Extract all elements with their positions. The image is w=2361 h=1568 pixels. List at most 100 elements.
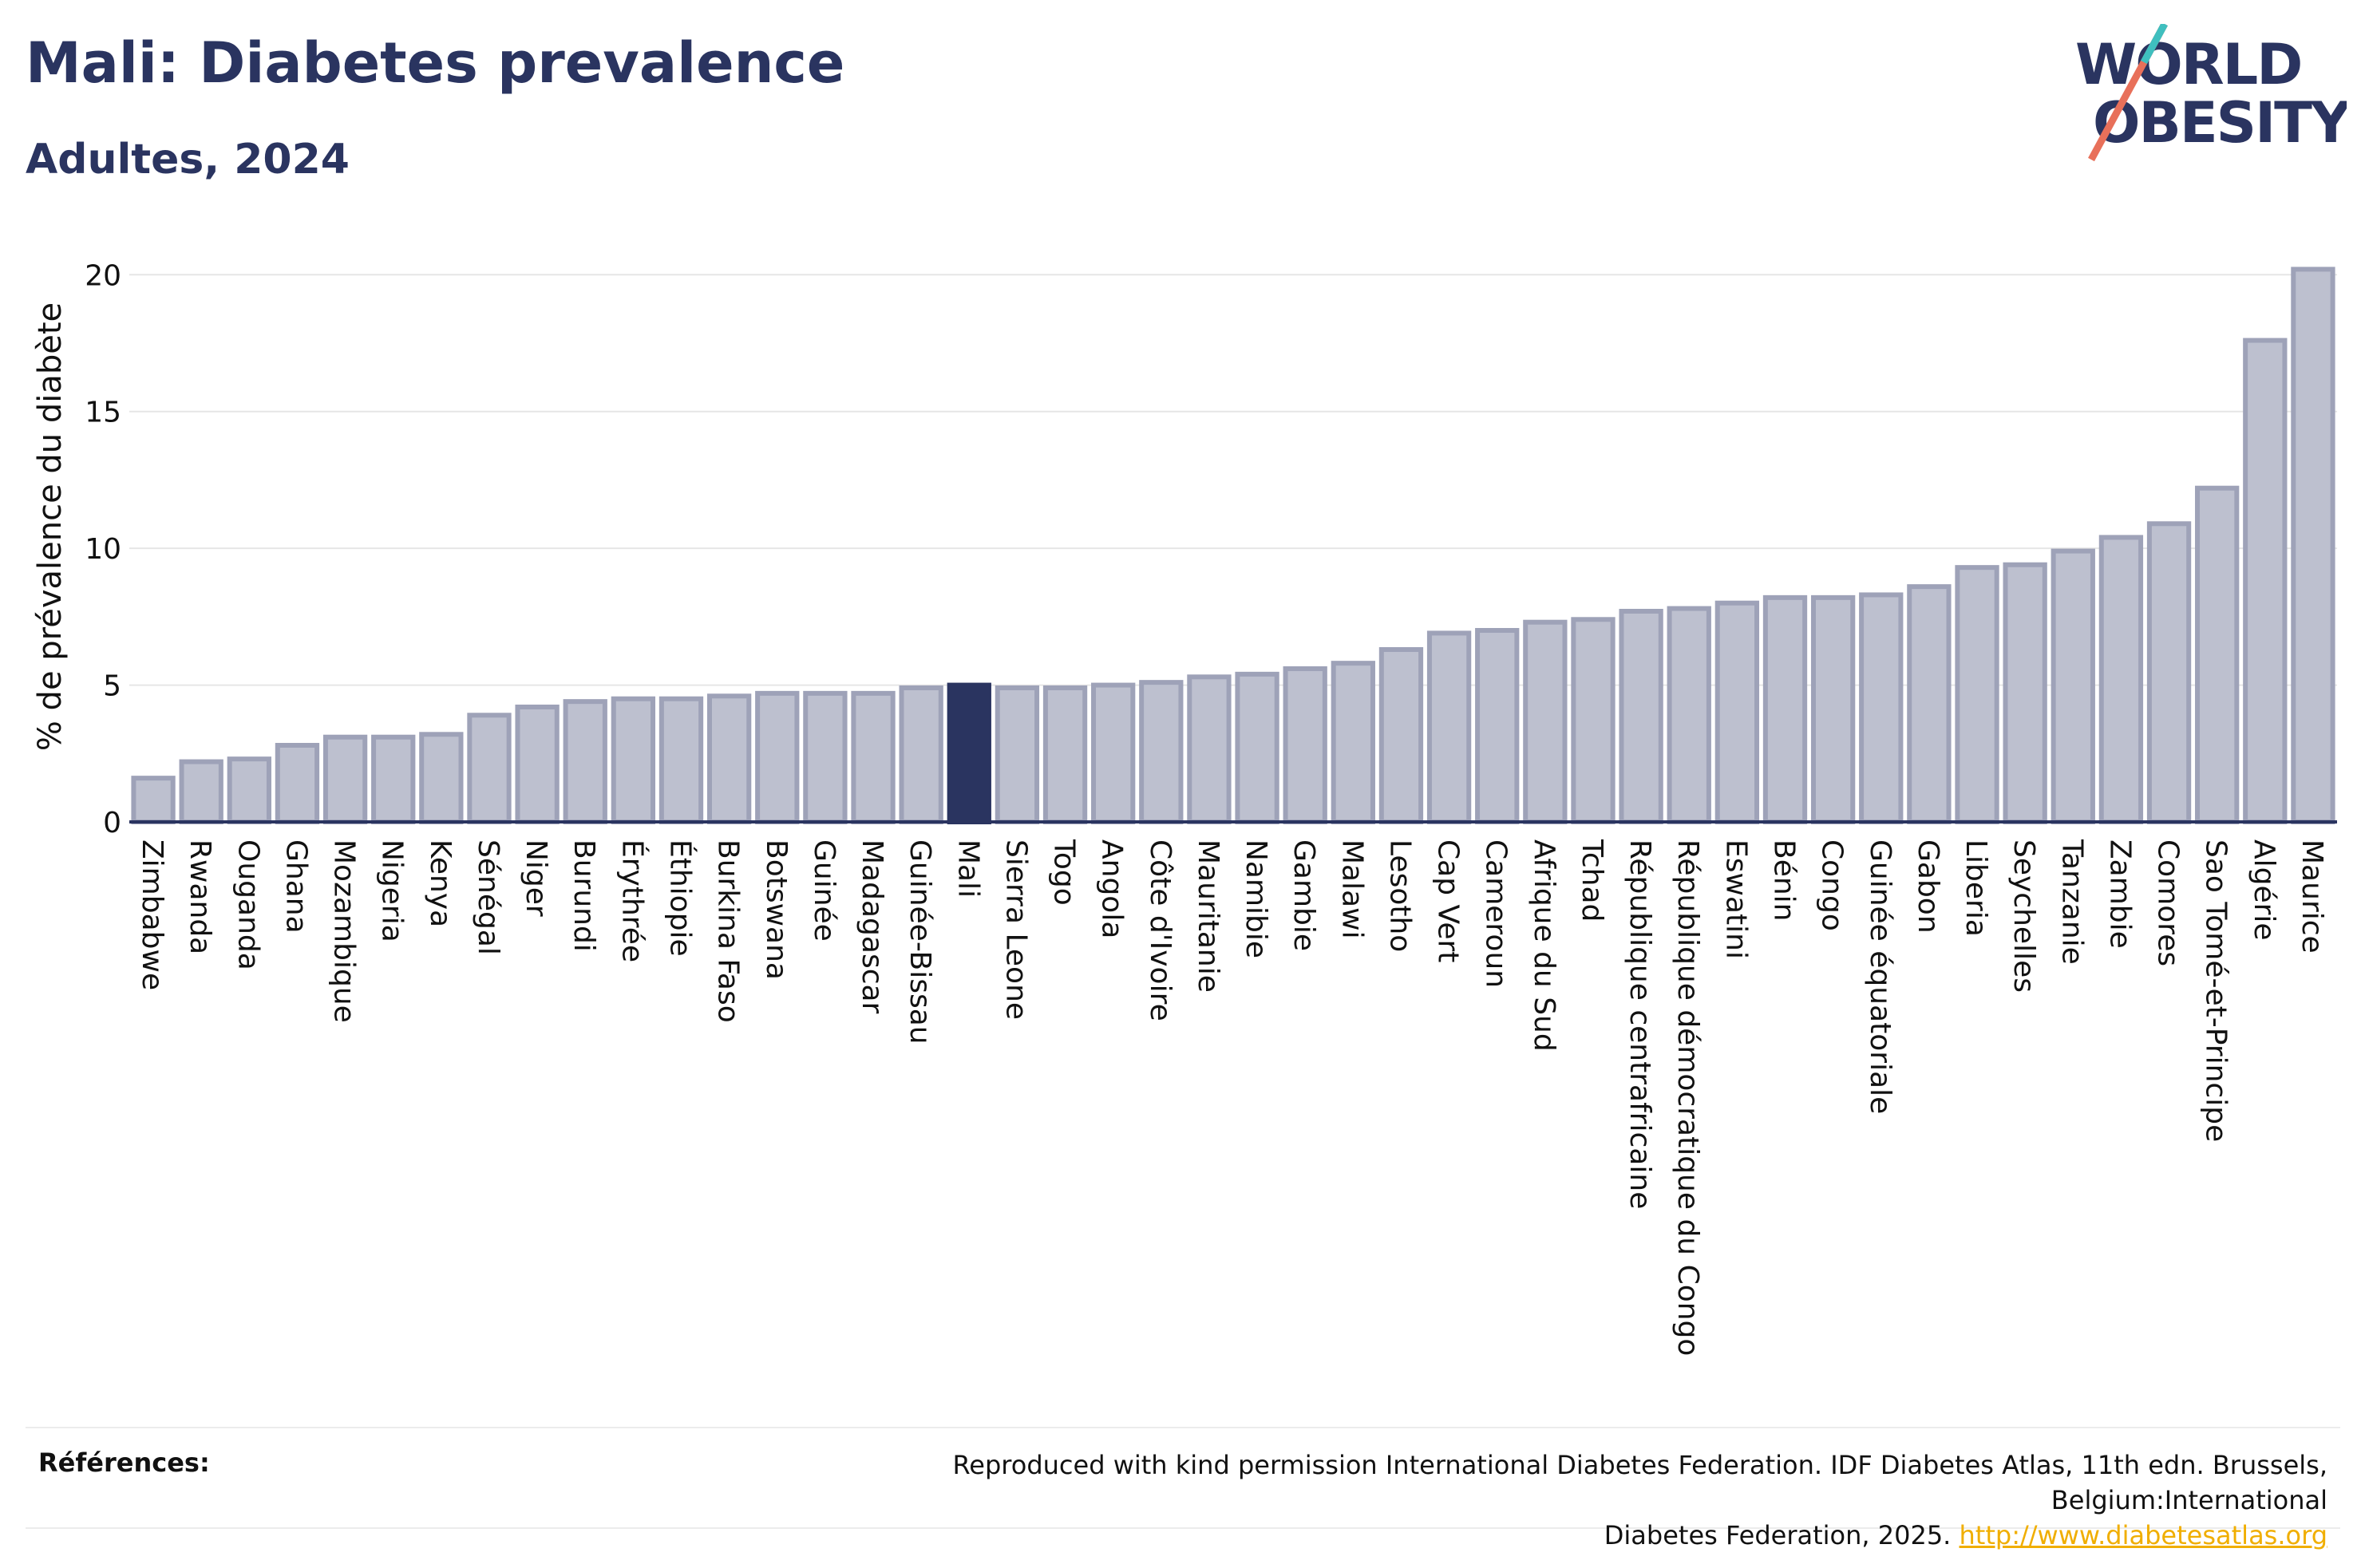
bar-angola	[1091, 682, 1136, 824]
x-tick-label: Gabon	[1912, 839, 1944, 934]
x-tick-label: Bénin	[1768, 839, 1801, 921]
bar-sao-tom-et-principe	[2195, 485, 2240, 824]
y-tick-label: 15	[85, 397, 121, 429]
chart-title: Mali: Diabetes prevalence	[26, 30, 845, 96]
x-tick-label: Tchad	[1576, 839, 1608, 922]
bar-namibie	[1235, 671, 1279, 824]
x-tick-label: Burundi	[568, 839, 600, 952]
bar-liberia	[1955, 565, 1999, 825]
x-tick-label: Rwanda	[184, 839, 216, 954]
references-text: Reproduced with kind permission Internat…	[731, 1448, 2328, 1553]
x-tick-label: Sénégal	[472, 839, 504, 955]
bar-burkina-faso	[706, 693, 752, 824]
bar-mozambique	[322, 734, 368, 825]
x-tick-label: Guinée	[808, 839, 840, 942]
x-tick-label: Nigeria	[376, 839, 409, 942]
bar-madagascar	[851, 690, 896, 824]
x-tick-label: Kenya	[424, 839, 457, 927]
bar-mauritanie	[1187, 674, 1232, 824]
bar-tanzanie	[2051, 548, 2095, 824]
bar-malawi	[1331, 661, 1375, 825]
bar-tchad	[1571, 617, 1616, 824]
x-tick-label: Zimbabwe	[136, 839, 168, 990]
x-tick-label: Lesotho	[1383, 839, 1416, 952]
logo-slash-accent-icon	[2141, 24, 2168, 65]
bar-nigeria	[371, 734, 416, 825]
bar-gambie	[1283, 666, 1327, 824]
bar-rwanda	[179, 759, 223, 824]
x-tick-label: Afrique du Sud	[1528, 839, 1560, 1052]
bar-guin-e-quatoriale	[1859, 592, 1904, 825]
bar-lesotho	[1378, 647, 1424, 824]
bar-chart: 0 5 10 15 20 % de prévalence du diabète Zimbab…	[32, 259, 2337, 1356]
bar-niger	[515, 705, 560, 824]
x-tick-label: Burkina Faso	[712, 839, 745, 1023]
x-tick-label: Éthiopie	[664, 839, 698, 957]
x-tick-label: Namibie	[1240, 839, 1272, 958]
y-tick-label: 20	[85, 259, 121, 292]
y-axis-label: % de prévalence du diabète	[32, 302, 69, 751]
bar-ouganda	[227, 756, 271, 825]
x-tick-label: Gambie	[1287, 839, 1320, 951]
bar-alg-rie	[2243, 338, 2288, 825]
references-label: Références:	[38, 1448, 210, 1478]
bar-s-n-gal	[467, 713, 512, 824]
y-tick-label: 0	[103, 807, 121, 839]
chart-subtitle: Adultes, 2024	[26, 136, 350, 184]
x-tick-label: Comores	[2152, 839, 2185, 966]
x-tick-label: Algérie	[2248, 839, 2280, 941]
x-tick-label: Ghana	[279, 839, 312, 934]
references-text-line1: Reproduced with kind permission Internat…	[952, 1450, 2328, 1515]
x-tick-label: Madagascar	[856, 839, 888, 1014]
bar-zimbabwe	[131, 776, 176, 825]
bar-burundi	[563, 699, 607, 825]
bar-c-te-d-ivoire	[1139, 680, 1184, 825]
x-tick-label: Guinée-Bissau	[904, 839, 936, 1045]
x-tick-label: Liberia	[1960, 839, 1992, 937]
x-tick-label: Sierra Leone	[999, 839, 1032, 1020]
x-tick-label: Mauritanie	[1192, 839, 1224, 993]
bar--rythr-e	[611, 696, 656, 825]
references-text-line2: Diabetes Federation, 2025.	[1604, 1520, 1952, 1550]
bar-congo	[1810, 594, 1856, 824]
bar-kenya	[419, 732, 464, 824]
references-box: Références: Reproduced with kind permiss…	[26, 1427, 2340, 1550]
bar-zambie	[2098, 535, 2144, 825]
bar-eswatini	[1714, 600, 1760, 824]
bar-togo	[1042, 685, 1088, 824]
x-tick-label: Cameroun	[1480, 839, 1513, 988]
x-tick-label: Côte d'Ivoire	[1144, 839, 1177, 1021]
logo-line2: OBESITY	[2093, 90, 2347, 156]
y-tick-label: 5	[103, 670, 121, 703]
bar-cap-vert	[1426, 630, 1472, 825]
x-tick-label: République centrafricaine	[1623, 839, 1656, 1209]
x-tick-label: Maurice	[2296, 839, 2328, 954]
references-link[interactable]: http://www.diabetesatlas.org	[1959, 1520, 2327, 1550]
bar-comores	[2146, 521, 2192, 824]
bar-sierra-leone	[995, 685, 1040, 824]
logo-line1: WORLD	[2075, 32, 2301, 97]
bar-afrique-du-sud	[1523, 619, 1568, 825]
y-tick-label: 10	[85, 533, 121, 566]
x-tick-label: Guinée équatoriale	[1864, 839, 1896, 1114]
x-tick-label: Érythrée	[615, 839, 649, 962]
bar-botswana	[755, 690, 800, 824]
x-tick-label: Cap Vert	[1432, 839, 1465, 962]
x-tick-label: Mali	[951, 839, 984, 898]
x-tick-label: Tanzanie	[2055, 839, 2088, 965]
world-obesity-logo: WORLD OBESITY	[2075, 24, 2347, 162]
x-tick-label: Angola	[1096, 839, 1129, 938]
x-tick-label: Eswatini	[1719, 839, 1752, 959]
bar-r-publique-centrafricaine	[1619, 609, 1663, 824]
x-tick-label: Togo	[1048, 839, 1081, 906]
bar-cameroun	[1475, 628, 1520, 824]
x-tick-label: Botswana	[760, 839, 793, 980]
x-tick-label: Ouganda	[231, 839, 264, 970]
x-tick-label: Niger	[520, 839, 552, 917]
bar-seychelles	[2003, 562, 2047, 824]
x-tick-label: Sao Tomé-et-Principe	[2200, 839, 2232, 1142]
bar-r-publique-d-mocratique-du-congo	[1667, 606, 1711, 824]
bar-guin-e-bissau	[899, 685, 943, 824]
x-tick-label: Zambie	[2103, 839, 2136, 949]
bar-mali	[947, 682, 991, 824]
